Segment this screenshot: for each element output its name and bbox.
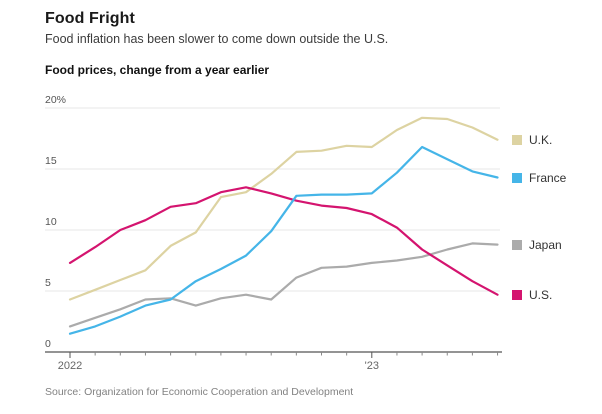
series-line-france <box>68 145 499 335</box>
legend-label: U.K. <box>529 132 553 147</box>
y-axis-label: 0 <box>45 338 51 350</box>
chart-title: Food prices, change from a year earlier <box>45 63 270 77</box>
series-line-uk <box>68 116 499 301</box>
legend-item-france: France <box>512 171 566 185</box>
legend-label: U.S. <box>529 287 553 302</box>
legend-swatch-icon <box>512 239 522 250</box>
y-axis-label: 15 <box>45 155 57 167</box>
legend-swatch-icon <box>512 172 522 183</box>
chart-subtitle: Food inflation has been slower to come d… <box>45 32 389 46</box>
legend-label: Japan <box>529 237 562 252</box>
legend-item-japan: Japan <box>512 238 562 252</box>
legend-item-uk: U.K. <box>512 133 552 147</box>
y-axis-label: 20% <box>45 94 67 106</box>
source-note: Source: Organization for Economic Cooper… <box>45 386 354 398</box>
series-line-us <box>68 186 499 296</box>
x-axis-label: '23 <box>364 360 379 372</box>
legend-swatch-icon <box>512 134 522 145</box>
legend-item-us: U.S. <box>512 288 552 302</box>
legend-label: France <box>529 170 567 185</box>
x-axis-label: 2022 <box>57 360 83 372</box>
legend-swatch-icon <box>512 289 522 300</box>
series-line-japan <box>68 242 499 328</box>
y-axis-label: 5 <box>45 277 51 289</box>
y-axis-label: 10 <box>45 216 57 228</box>
page-title: Food Fright <box>45 10 135 27</box>
